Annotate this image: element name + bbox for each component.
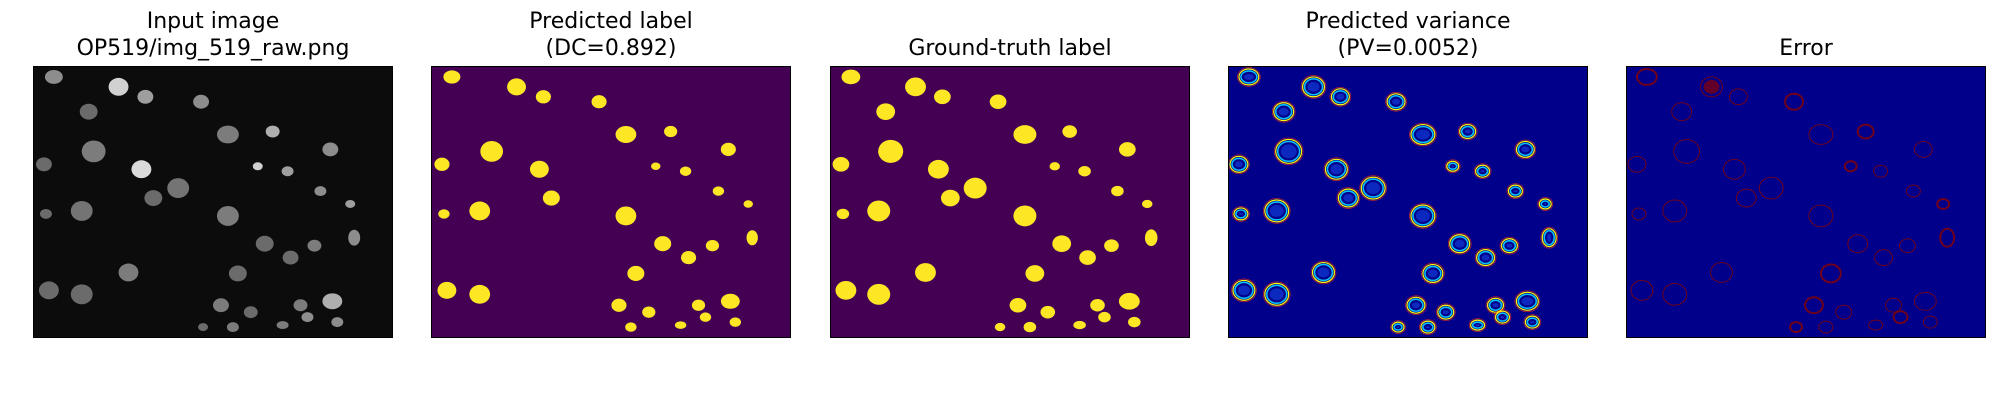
predicted-variance-image [1229,67,1587,337]
image-frame [1228,66,1588,338]
image-frame [33,66,393,338]
panel-error: Error [1626,0,1986,400]
image-frame [1626,66,1986,338]
title-line-2: (DC=0.892) [545,36,677,61]
ground-truth-label-image [831,67,1189,337]
predicted-label-image [432,67,790,337]
panel-title: Predicted variance (PV=0.0052) [1228,8,1588,64]
image-frame [431,66,791,338]
image-frame [830,66,1190,338]
panel-title: Predicted label (DC=0.892) [431,8,791,64]
input-image [34,67,392,337]
title-line-1: Predicted label [529,9,693,34]
panel-ground-truth-label: Ground-truth label [830,0,1190,400]
title-line-2: (PV=0.0052) [1337,36,1479,61]
panel-input-image: Input image OP519/img_519_raw.png [33,0,393,400]
panel-predicted-label: Predicted label (DC=0.892) [431,0,791,400]
panel-title: Ground-truth label [908,36,1112,61]
panel-title: Error [1779,36,1833,61]
error-image [1627,67,1985,337]
panel-title: Input image OP519/img_519_raw.png [33,8,393,64]
title-line-1: Predicted variance [1305,9,1511,34]
panel-predicted-variance: Predicted variance (PV=0.0052) [1228,0,1588,400]
title-line-1: Input image [146,9,280,34]
title-line-2: OP519/img_519_raw.png [76,36,350,61]
